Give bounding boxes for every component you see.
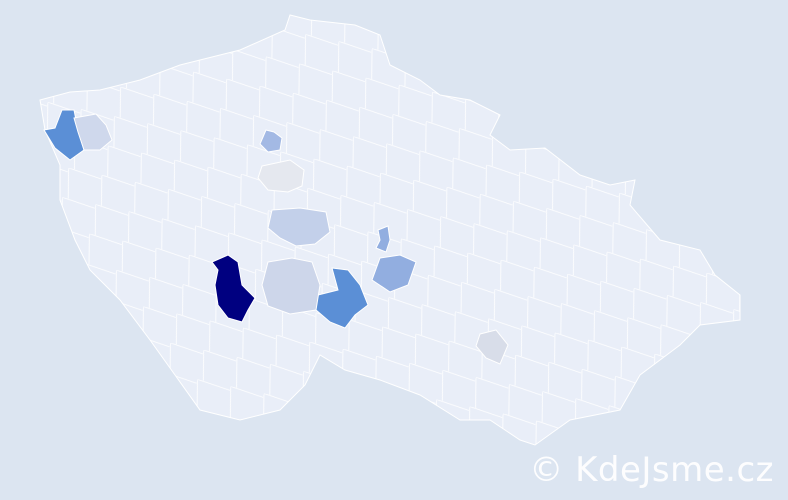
watermark: © KdeJsme.cz bbox=[529, 450, 774, 490]
highlighted-district[interactable] bbox=[475, 329, 509, 365]
highlighted-district[interactable] bbox=[43, 109, 85, 161]
highlighted-district[interactable] bbox=[211, 254, 256, 323]
highlighted-district[interactable] bbox=[259, 129, 283, 153]
highlighted-district[interactable] bbox=[267, 207, 331, 247]
highlighted-district[interactable] bbox=[313, 267, 369, 329]
district-borders bbox=[40, 15, 740, 445]
highlighted-district[interactable] bbox=[73, 113, 113, 151]
highlighted-district[interactable] bbox=[371, 254, 417, 293]
highlighted-district[interactable] bbox=[375, 225, 391, 253]
highlighted-district[interactable] bbox=[261, 257, 321, 315]
highlighted-district[interactable] bbox=[257, 159, 305, 193]
